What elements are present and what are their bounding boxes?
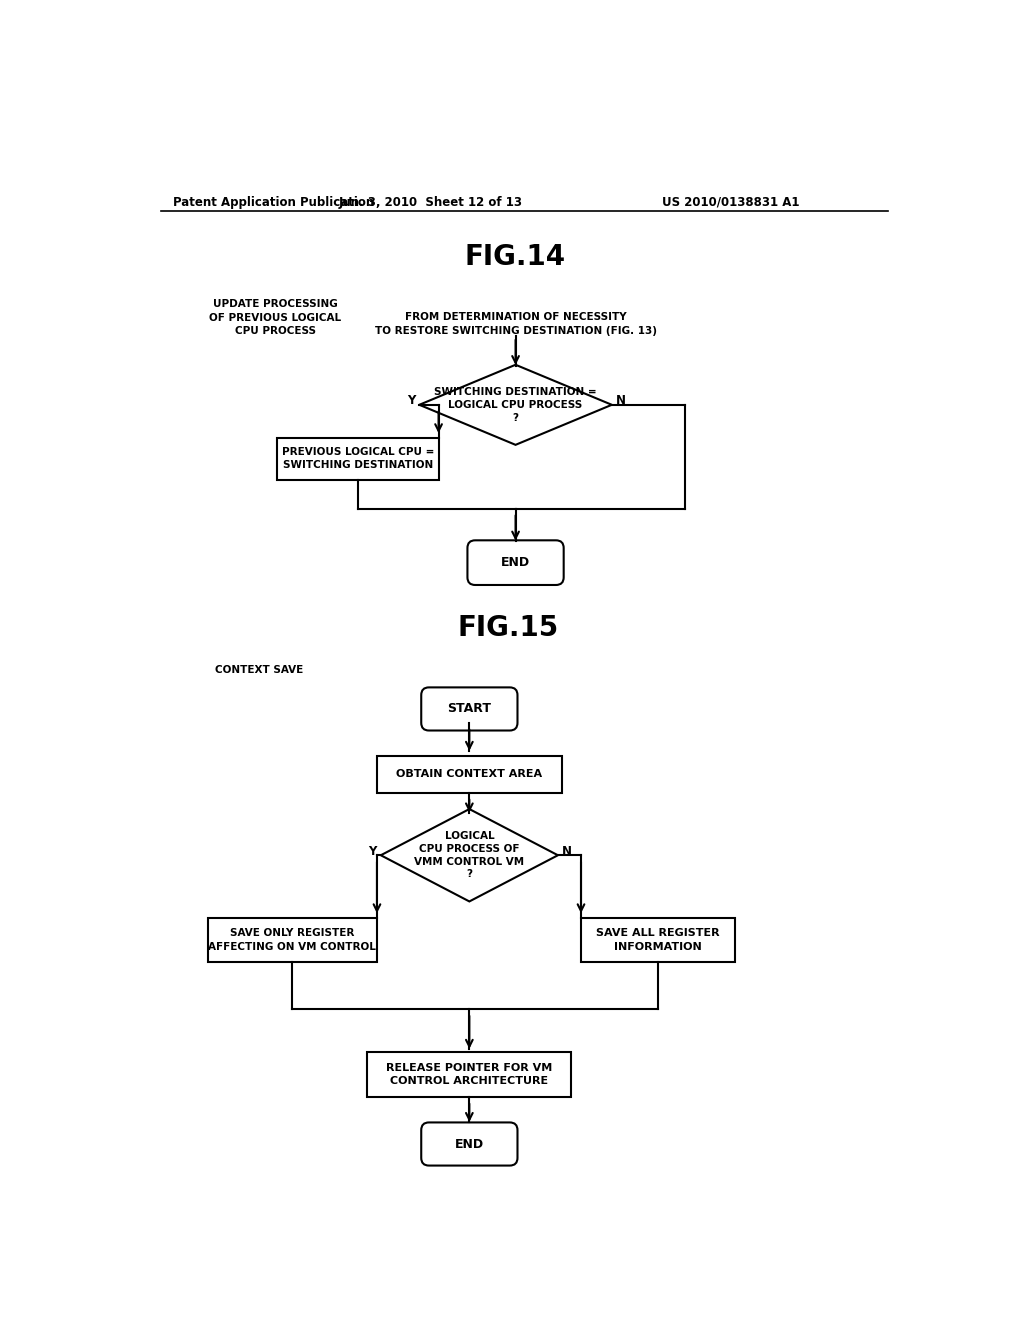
Text: FIG.15: FIG.15 xyxy=(458,614,558,642)
Text: SWITCHING DESTINATION =
LOGICAL CPU PROCESS
?: SWITCHING DESTINATION = LOGICAL CPU PROC… xyxy=(434,387,597,422)
Text: FROM DETERMINATION OF NECESSITY
TO RESTORE SWITCHING DESTINATION (FIG. 13): FROM DETERMINATION OF NECESSITY TO RESTO… xyxy=(375,313,656,335)
Text: SAVE ALL REGISTER
INFORMATION: SAVE ALL REGISTER INFORMATION xyxy=(596,928,720,952)
Text: CONTEXT SAVE: CONTEXT SAVE xyxy=(215,665,303,676)
Text: RELEASE POINTER FOR VM
CONTROL ARCHITECTURE: RELEASE POINTER FOR VM CONTROL ARCHITECT… xyxy=(386,1063,553,1086)
Text: OBTAIN CONTEXT AREA: OBTAIN CONTEXT AREA xyxy=(396,770,543,779)
Text: LOGICAL
CPU PROCESS OF
VMM CONTROL VM
?: LOGICAL CPU PROCESS OF VMM CONTROL VM ? xyxy=(415,832,524,879)
FancyBboxPatch shape xyxy=(208,917,377,962)
FancyBboxPatch shape xyxy=(368,1052,571,1097)
Text: UPDATE PROCESSING
OF PREVIOUS LOGICAL
CPU PROCESS: UPDATE PROCESSING OF PREVIOUS LOGICAL CP… xyxy=(209,300,341,335)
Text: N: N xyxy=(615,395,626,408)
Text: Y: Y xyxy=(408,395,416,408)
FancyBboxPatch shape xyxy=(421,688,517,730)
Text: END: END xyxy=(501,556,530,569)
Text: FIG.14: FIG.14 xyxy=(465,243,566,271)
Text: START: START xyxy=(447,702,492,715)
Polygon shape xyxy=(419,364,611,445)
Text: SAVE ONLY REGISTER
AFFECTING ON VM CONTROL: SAVE ONLY REGISTER AFFECTING ON VM CONTR… xyxy=(208,928,376,952)
Text: END: END xyxy=(455,1138,484,1151)
Text: PREVIOUS LOGICAL CPU =
SWITCHING DESTINATION: PREVIOUS LOGICAL CPU = SWITCHING DESTINA… xyxy=(282,447,434,470)
FancyBboxPatch shape xyxy=(467,540,563,585)
Polygon shape xyxy=(381,809,558,902)
Text: Y: Y xyxy=(369,845,377,858)
Text: N: N xyxy=(562,845,571,858)
Text: Patent Application Publication: Patent Application Publication xyxy=(173,195,374,209)
Text: Jun. 3, 2010  Sheet 12 of 13: Jun. 3, 2010 Sheet 12 of 13 xyxy=(339,195,523,209)
FancyBboxPatch shape xyxy=(377,756,562,793)
FancyBboxPatch shape xyxy=(421,1122,517,1166)
FancyBboxPatch shape xyxy=(276,437,438,480)
Text: US 2010/0138831 A1: US 2010/0138831 A1 xyxy=(662,195,800,209)
FancyBboxPatch shape xyxy=(581,917,735,962)
